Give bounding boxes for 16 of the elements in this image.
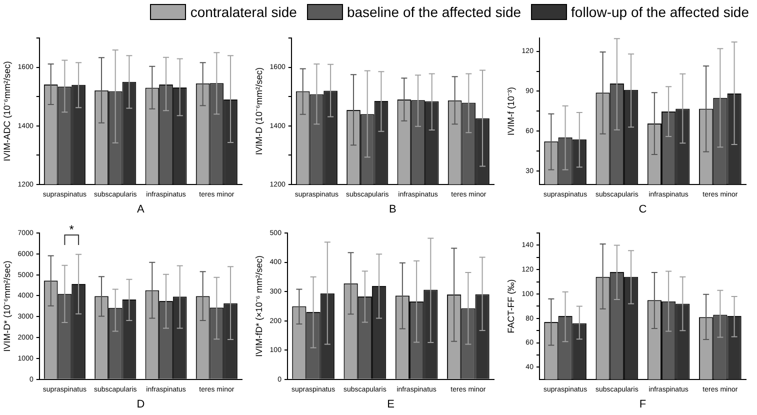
x-axis-title: B — [389, 203, 396, 216]
y-axis-title: IVIM-D* (10⁻⁶mm²/sec) — [2, 260, 12, 352]
y-axis-title: IVIM-D (10⁻⁶mm²/sec) — [254, 67, 264, 156]
x-axis-title: D — [136, 398, 145, 410]
legend-label: follow-up of the affected side — [571, 4, 749, 20]
x-axis-title: C — [638, 203, 647, 216]
y-axis-title: IVIM-f (10⁻³) — [506, 86, 516, 136]
y-axis-title: IVIM-fD* (×10⁻⁶ mm²/sec) — [254, 255, 264, 357]
x-axis-title: E — [387, 398, 394, 410]
y-axis-title: IVIM-ADC (10⁻⁶mm²/sec) — [2, 61, 12, 162]
x-axis-title: F — [639, 398, 646, 410]
annotation: * — [69, 222, 74, 236]
legend-label: baseline of the affected side — [346, 4, 522, 20]
y-axis-title: FACT-FF (‰) — [506, 279, 516, 334]
legend-label: contralateral side — [190, 4, 297, 20]
x-axis-title: A — [137, 203, 146, 216]
